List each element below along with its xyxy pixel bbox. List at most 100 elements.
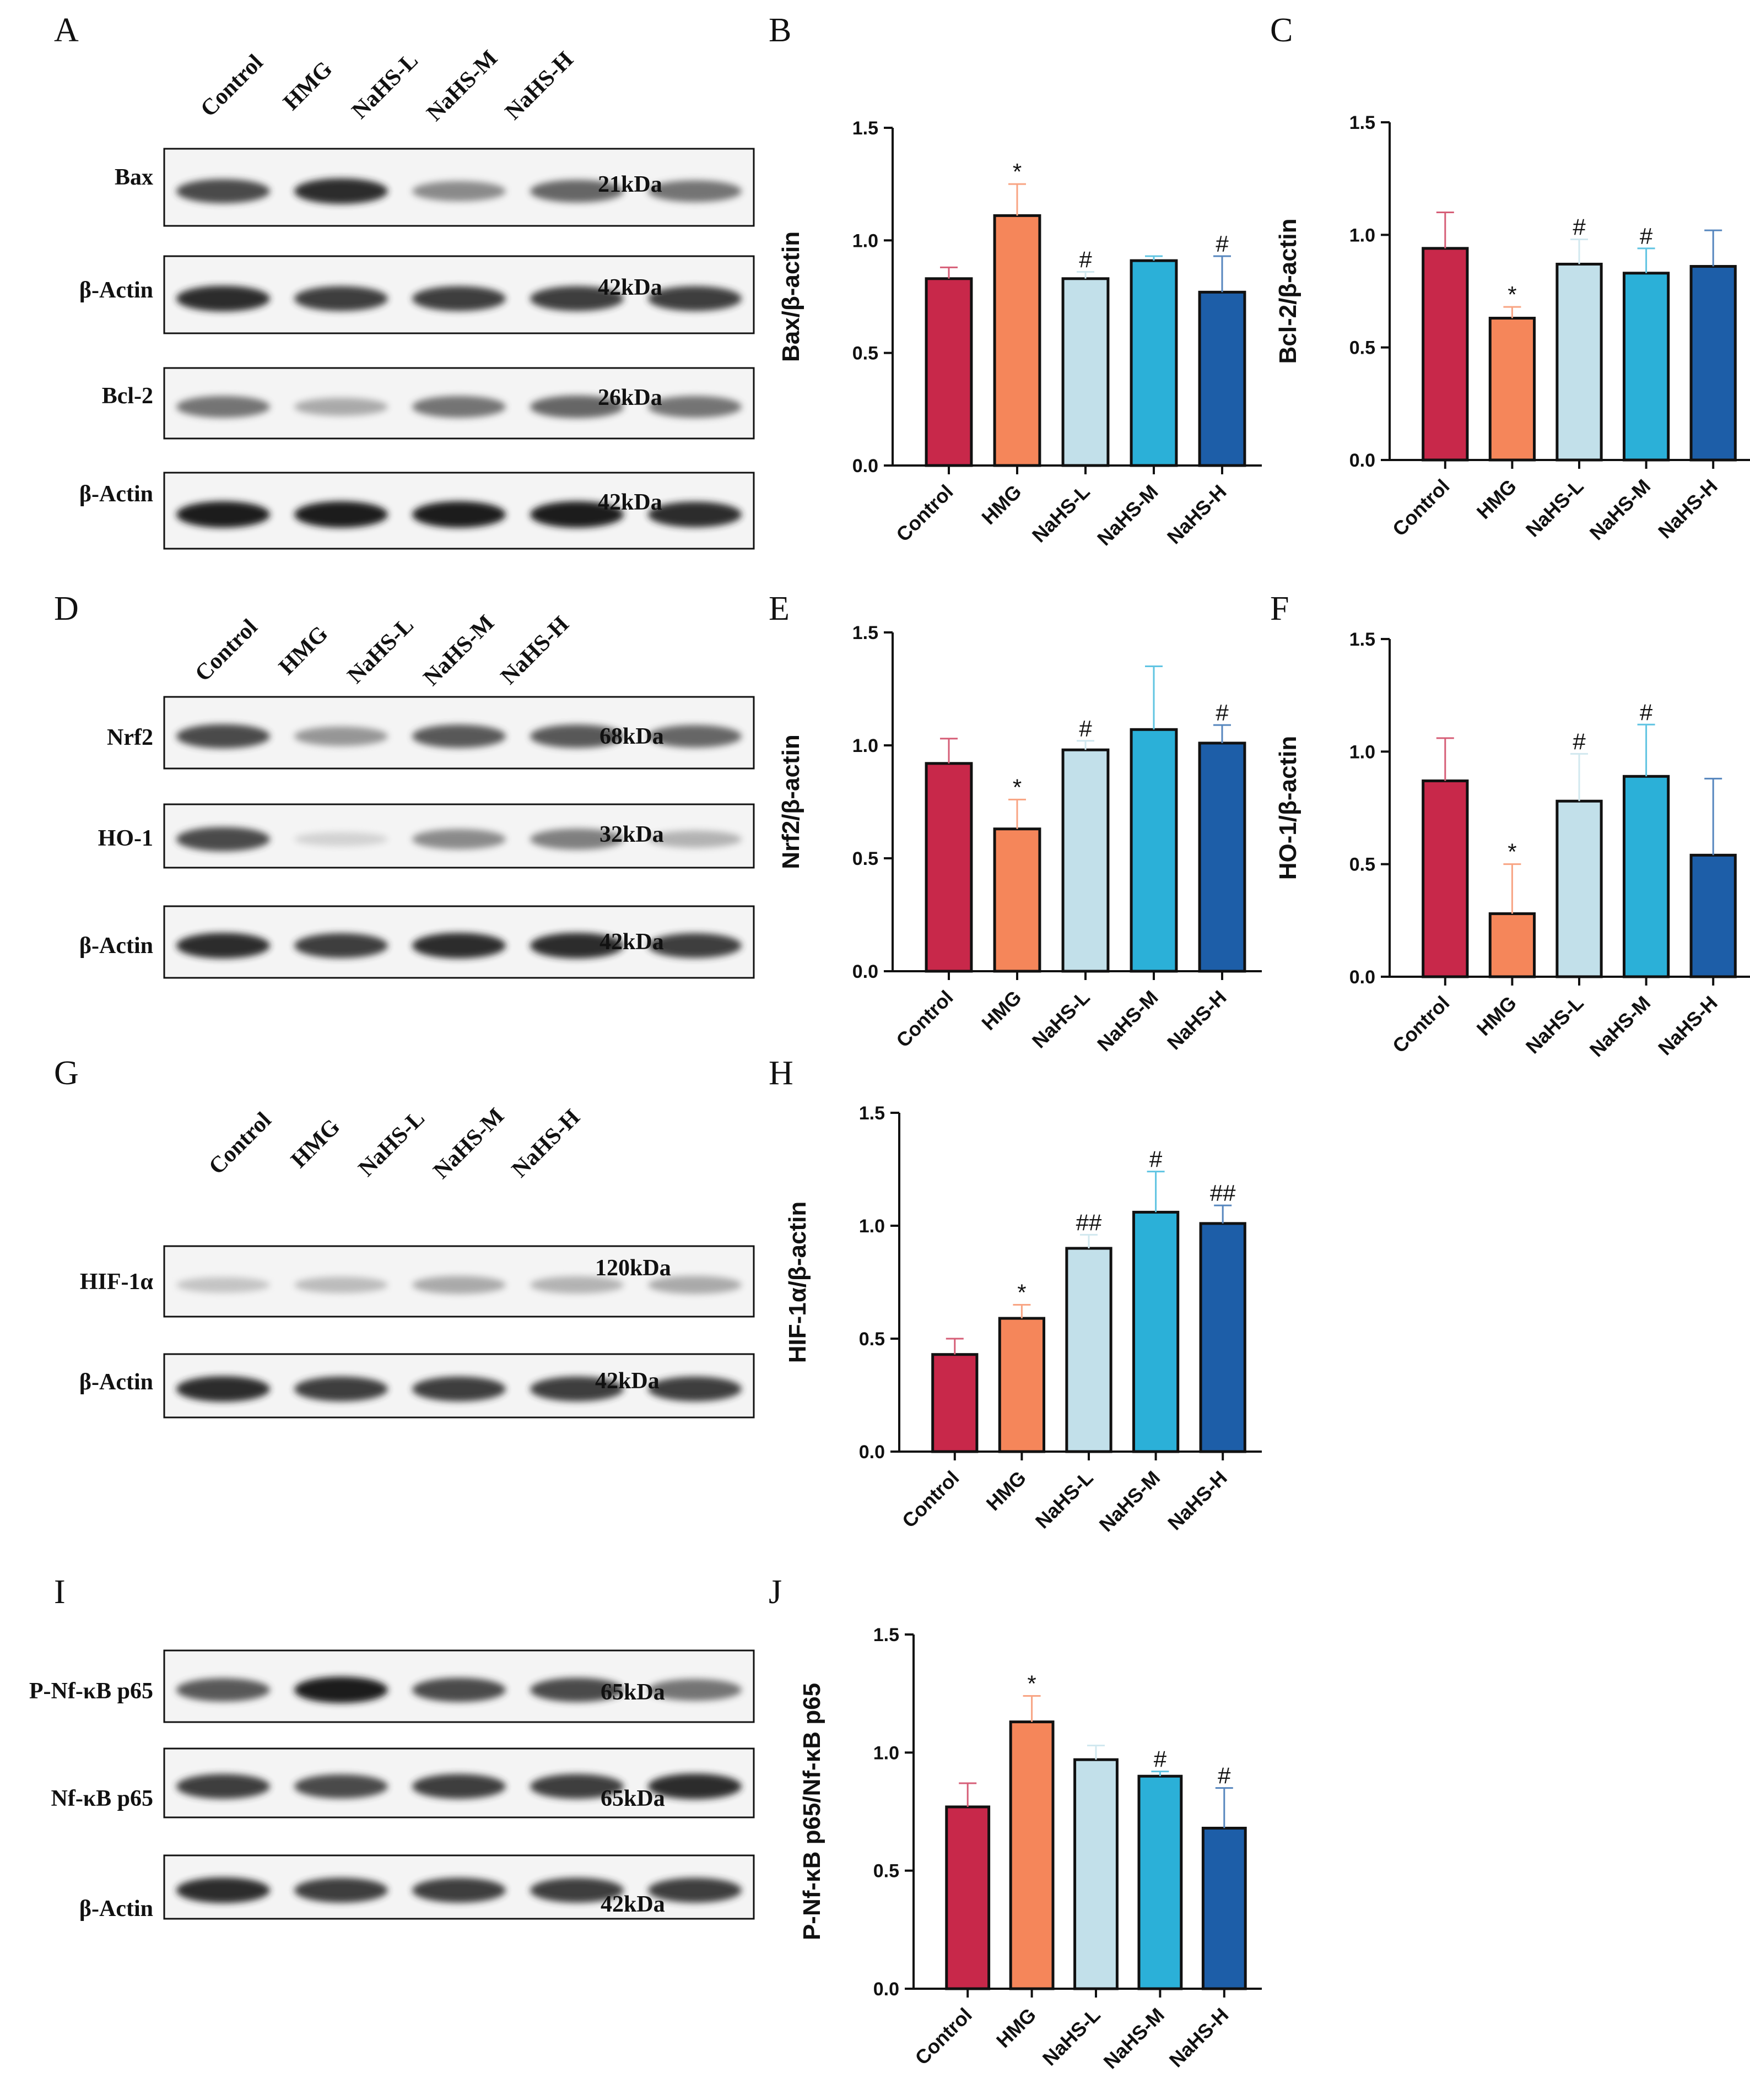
band-nrf2-lane-1	[176, 724, 270, 749]
bar-nahs-h	[1689, 265, 1737, 462]
band-actin-lane-4	[530, 286, 624, 311]
y-tick-label: 1.5	[1349, 629, 1375, 650]
bar-nahs-m	[1622, 775, 1670, 978]
significance-nahs-h: #	[1216, 231, 1229, 257]
y-tick-label: 0.0	[859, 1442, 885, 1463]
significance-nahs-h: #	[1216, 700, 1229, 726]
band-hif-1-lane-2	[294, 1276, 388, 1293]
band-actin-lane-5	[648, 1877, 742, 1903]
lane-label-hmg: HMG	[286, 1114, 345, 1173]
y-tick-label: 0.5	[852, 343, 878, 364]
blot-label-actin: β-Actin	[79, 278, 153, 303]
band-ho-1-lane-5	[648, 830, 742, 848]
x-tick-label-nahs-m: NaHS-M	[1585, 475, 1655, 545]
chart-h: H0.00.51.01.5HIF-1α/β-actinControl*HMG##…	[769, 1054, 1262, 1536]
kda-label-bcl-2: 26kDa	[598, 385, 662, 410]
kda-label-actin: 42kDa	[598, 490, 662, 515]
chart-j: J 0.0 0.5 1.0 1.5 P-Nf-κB p65/Nf-κB p65 Contro…	[769, 1573, 1262, 2073]
y-tick-label: 1.0	[852, 230, 878, 251]
lane-label-nahs-m: NaHS-M	[422, 46, 503, 126]
blot-label-ho-1: HO-1	[98, 826, 153, 851]
x-tick-label-control: Control	[1388, 992, 1454, 1057]
lane-label-hmg: HMG	[274, 621, 333, 680]
lane-label-control: Control	[204, 1107, 276, 1179]
kda-label-hif-1: 120kDa	[595, 1255, 671, 1281]
bar-nahs-l	[1061, 748, 1110, 973]
x-tick-label-nahs-m: NaHS-M	[1099, 2004, 1169, 2074]
x-tick-label-hmg: HMG	[1472, 992, 1521, 1040]
bar-hmg	[993, 214, 1041, 467]
x-tick-label-nahs-h: NaHS-H	[1163, 480, 1231, 549]
significance-hmg: *	[1017, 1280, 1026, 1306]
band-actin-lane-4	[530, 1376, 624, 1401]
lane-label-control: Control	[190, 614, 262, 686]
kda-label-ho-1: 32kDa	[599, 822, 664, 847]
panel-letter-f: F	[1270, 590, 1289, 627]
x-tick-label-control: Control	[892, 480, 957, 546]
chart-b: B 0.0 0.5 1.0 1.5 Bax/β-actin Control * HMG # NaHS…	[769, 12, 1262, 550]
panel-letter-i: I	[54, 1573, 66, 1611]
bar-control	[1422, 247, 1469, 462]
bar-nahs-l	[1555, 262, 1603, 462]
lane-label-nahs-m: NaHS-M	[419, 610, 499, 691]
bar-nahs-l	[1073, 1758, 1119, 1990]
bar-hmg	[1009, 1720, 1055, 1990]
y-tick-label: 0.0	[852, 961, 878, 982]
band-ho-1-lane-4	[530, 829, 624, 850]
y-tick-label: 0.5	[1349, 854, 1375, 875]
panel-letter-e: E	[769, 590, 790, 627]
y-tick-label: 1.0	[852, 735, 878, 756]
bar-nahs-l	[1061, 277, 1110, 467]
bar-hmg	[1488, 912, 1536, 978]
x-tick-label-control: Control	[898, 1466, 963, 1532]
bar-nahs-m	[1132, 1210, 1180, 1453]
band-actin-lane-5	[648, 933, 742, 959]
band-ho-1-lane-2	[294, 832, 388, 847]
chart-c: C 0.0 0.5 1.0 1.5 Bcl-2/β-actin Control * HMG # Na…	[1270, 12, 1750, 544]
band-nrf2-lane-5	[648, 725, 742, 748]
significance-hmg: *	[1508, 839, 1516, 865]
kda-label-p-nf-b-p65: 65kDa	[601, 1680, 665, 1705]
y-tick-label: 0.5	[852, 848, 878, 869]
blot-label-hif-1: HIF-1α	[80, 1269, 154, 1295]
band-bax-lane-3	[412, 181, 506, 202]
kda-label-actin: 42kDa	[598, 275, 662, 300]
y-tick-label: 0.5	[1349, 338, 1375, 359]
blot-label-actin: β-Actin	[79, 1896, 153, 1922]
band-actin-lane-1	[176, 285, 270, 312]
significance-nahs-m: #	[1640, 699, 1653, 725]
x-tick-label-nahs-m: NaHS-M	[1093, 986, 1163, 1056]
y-axis-title: P-Nf-κB p65/Nf-κB p65	[798, 1683, 825, 1940]
panel-letter-d: D	[54, 590, 79, 627]
band-actin-lane-2	[294, 501, 388, 528]
bar-nahs-h	[1689, 853, 1737, 978]
band-actin-lane-3	[412, 1877, 506, 1903]
band-bcl-2-lane-2	[294, 398, 388, 416]
significance-nahs-l: #	[1079, 716, 1092, 742]
blot-label-nf-b-p65: Nf-κB p65	[51, 1786, 154, 1811]
x-tick-label-nahs-m: NaHS-M	[1585, 992, 1655, 1062]
blot-row-hif-1: HIF-1α 120kDa	[80, 1245, 755, 1318]
band-nrf2-lane-2	[294, 726, 388, 746]
significance-nahs-l: ##	[1076, 1209, 1102, 1235]
band-nf-b-p65-lane-1	[176, 1774, 270, 1799]
band-actin-lane-3	[412, 933, 506, 959]
significance-hmg: *	[1013, 159, 1022, 185]
band-bcl-2-lane-4	[530, 395, 624, 418]
y-tick-label: 1.5	[873, 1625, 899, 1646]
bar-nahs-h	[1198, 290, 1246, 467]
blot-row-p-nf-b-p65: P-Nf-κB p65 65kDa	[29, 1649, 755, 1723]
blot-row-actin: β-Actin 42kDa	[79, 472, 755, 550]
y-tick-label: 1.0	[873, 1742, 899, 1763]
blot-row-actin: β-Actin 42kDa	[79, 1353, 755, 1419]
x-tick-label-hmg: HMG	[1472, 475, 1521, 523]
y-tick-label: 0.5	[873, 1861, 899, 1882]
lane-label-nahs-l: NaHS-L	[343, 613, 419, 689]
kda-label-actin: 42kDa	[601, 1892, 665, 1917]
bar-control	[1422, 779, 1469, 978]
significance-hmg: *	[1027, 1670, 1036, 1696]
x-tick-label-nahs-l: NaHS-L	[1028, 986, 1094, 1053]
significance-nahs-m: #	[1149, 1146, 1163, 1172]
kda-label-actin: 42kDa	[599, 929, 664, 955]
